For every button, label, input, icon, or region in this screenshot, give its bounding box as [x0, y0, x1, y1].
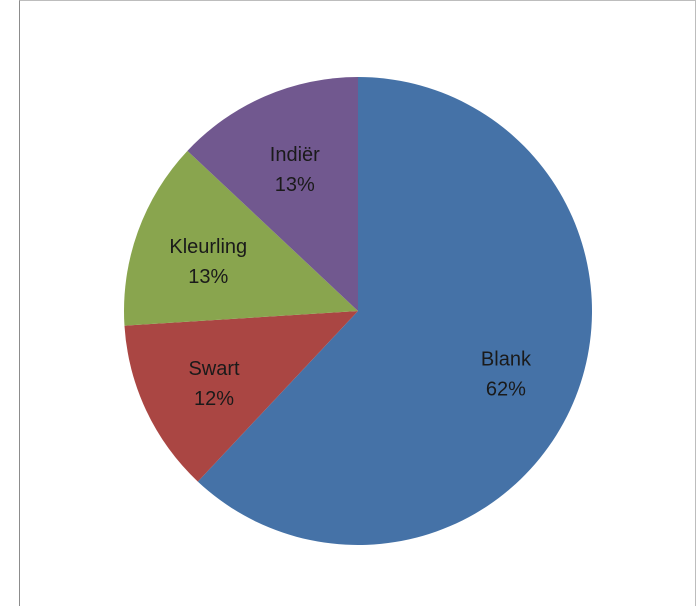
slice-value-label: 13% [188, 266, 228, 288]
slice-category-label: Blank [481, 349, 532, 371]
slice-value-label: 12% [194, 388, 234, 410]
slice-category-label: Indiër [270, 144, 320, 166]
slice-value-label: 13% [275, 174, 315, 196]
pie-slice-kleurling [124, 150, 358, 326]
slice-value-label: 62% [486, 379, 526, 401]
pie-slices [124, 77, 592, 545]
pie-slice-indi-r [187, 77, 358, 311]
pie-slice-blank [197, 77, 592, 545]
slice-category-label: Kleurling [169, 236, 247, 258]
pie-slice-swart [124, 311, 358, 482]
slice-category-label: Swart [188, 358, 240, 380]
pie-labels: Blank 62% Swart 12% Kleurling 13% Indiër 13% [169, 144, 532, 410]
